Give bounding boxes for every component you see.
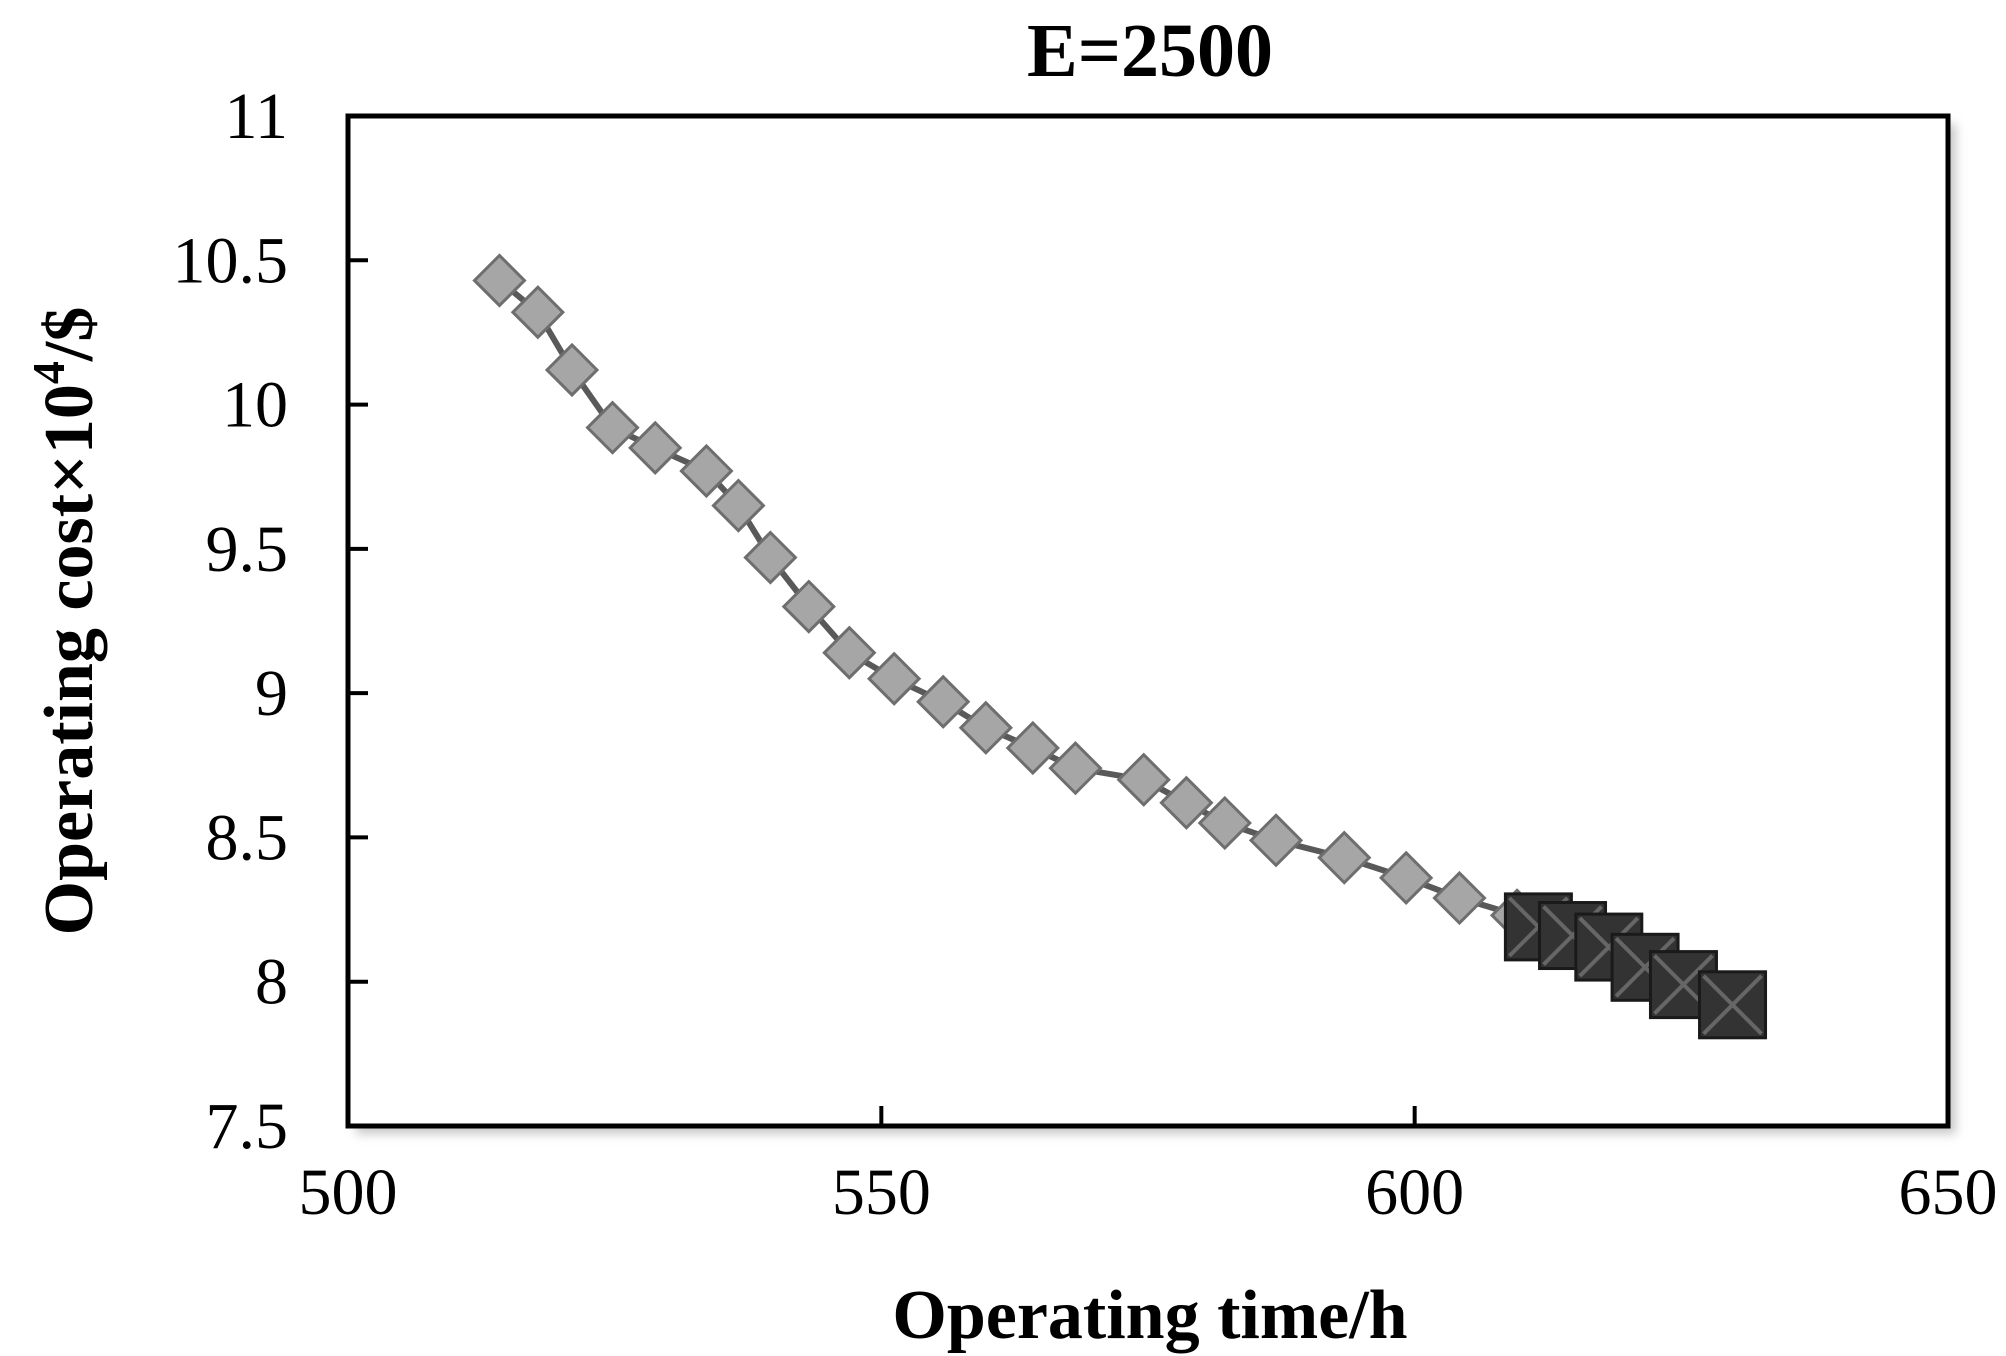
y-tick-label: 10.5 [173,224,289,297]
diamond-point [1197,795,1252,851]
series-layer [472,253,1768,1040]
diamond-point [510,285,565,340]
y-tick-label: 8 [255,946,288,1019]
x-tick-label: 600 [1365,1156,1464,1229]
y-axis: 7.5 8 8.5 9 9.5 10 10.5 11 [173,80,368,1163]
diamond-point [958,700,1013,755]
chart-title: E=2500 [1027,9,1273,93]
diamond-point [544,342,600,398]
diamond-point [1432,870,1487,926]
y-axis-title-main: Operating cost×10 [31,384,108,935]
diamond-point [867,651,922,706]
y-tick-label: 10 [222,369,288,442]
diamond-point [1379,850,1434,905]
y-axis-title-unit: /$ [31,307,108,362]
diamond-point [1248,813,1304,868]
y-tick-label: 11 [224,80,288,153]
diamond-point [1159,775,1214,830]
diamond-point [628,420,683,475]
diamond-point [472,253,527,308]
diamond-point [1048,741,1103,796]
diamond-point [679,443,734,499]
diamond-point [1317,830,1372,885]
diamond-point [1116,752,1171,807]
diamond-point [711,478,766,533]
diamond-point [916,674,971,729]
y-tick-label: 9 [255,657,288,730]
diamond-point [781,579,836,634]
diamond-point [1005,720,1060,776]
y-axis-title: Operating cost×104/$ [23,307,108,936]
diamond-point [822,625,877,680]
y-tick-label: 7.5 [206,1090,289,1163]
x-axis: 500 550 600 650 [299,1106,1998,1229]
diamond-point [585,400,640,455]
diamond-point [743,530,798,585]
x-tick-label: 650 [1899,1156,1998,1229]
y-axis-title-exponent: 4 [23,361,74,384]
y-tick-label: 9.5 [206,513,289,586]
x-axis-title: Operating time/h [892,1277,1407,1354]
x-tick-label: 550 [832,1156,931,1229]
x-tick-label: 500 [299,1156,398,1229]
square-point [1698,970,1768,1040]
y-tick-label: 8.5 [206,801,289,874]
